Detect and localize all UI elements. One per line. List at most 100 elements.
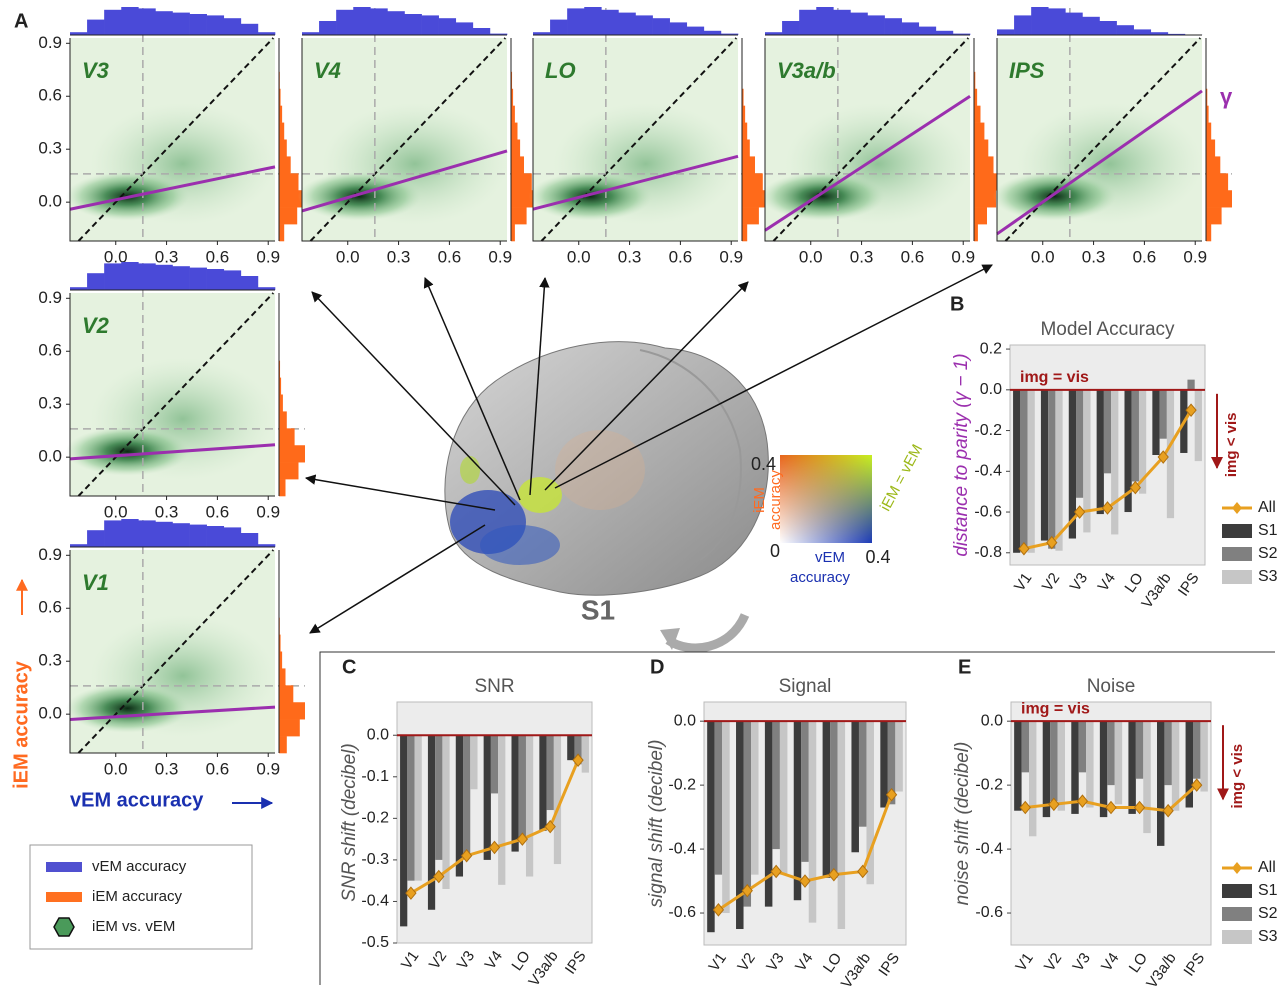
- legend-swatch: [46, 862, 82, 872]
- x-histogram-bar: [240, 533, 259, 547]
- x-histogram-bar: [455, 22, 474, 35]
- x-tick-label: 0.3: [155, 502, 179, 521]
- bar: [1048, 389, 1056, 549]
- bar: [470, 735, 478, 790]
- bar: [822, 721, 831, 878]
- legend-swatch: [46, 892, 82, 902]
- y-tick-label: 0.3: [38, 139, 62, 158]
- legend-swatch: [1232, 862, 1242, 874]
- x-tick-label: 0.6: [206, 247, 230, 266]
- y-histogram-bar: [742, 139, 750, 157]
- bar: [1057, 721, 1065, 811]
- slope-label: γ: [1220, 84, 1233, 109]
- y-tick-label: -0.3: [361, 851, 389, 868]
- y-histogram-bar: [279, 360, 281, 378]
- direction-label: img < vis: [1223, 413, 1240, 478]
- x-tick-label: V2: [1039, 570, 1063, 595]
- x-tick-label: V3a/b: [1143, 950, 1179, 991]
- x-histogram-bar: [833, 9, 851, 36]
- key-label: iEM = vEM: [877, 442, 926, 514]
- y-histogram-bar: [279, 207, 298, 225]
- y-tick-label: 0.0: [38, 704, 62, 723]
- mean-marker: [460, 848, 473, 863]
- axis-frame: [69, 550, 275, 754]
- bar: [858, 721, 867, 827]
- x-tick-label: 0.3: [850, 247, 874, 266]
- x-tick-label: V3a/b: [1138, 570, 1174, 612]
- y-histogram-bar: [279, 719, 300, 737]
- x-histogram-bar: [387, 11, 405, 35]
- y-tick-label: -0.2: [361, 810, 389, 827]
- x-tick-label: 0.9: [256, 247, 280, 266]
- key-label: vEM: [815, 549, 845, 566]
- x-tick-label: 0.0: [104, 502, 128, 521]
- x-tick-label: 0.3: [387, 247, 411, 266]
- mean-marker: [1046, 535, 1058, 550]
- y-histogram-bar: [279, 224, 285, 242]
- bar: [581, 735, 589, 773]
- mean-marker: [405, 886, 417, 900]
- x-tick-label: 0.0: [1031, 247, 1055, 266]
- x-tick-label: 0.9: [719, 247, 743, 266]
- x-histogram-bar: [104, 263, 122, 290]
- axis-frame: [301, 38, 507, 242]
- subject-label: S1: [581, 594, 615, 625]
- chart-title: SNR: [474, 676, 514, 697]
- x-histogram-bar: [353, 7, 371, 35]
- x-histogram-bar: [669, 22, 688, 35]
- axis-frame: [532, 38, 738, 242]
- x-histogram-bar: [533, 32, 551, 35]
- x-histogram-bar: [138, 520, 156, 547]
- key-label: accuracy: [790, 569, 851, 586]
- y-histogram-bar: [742, 173, 763, 191]
- y-tick-label: -0.6: [975, 904, 1003, 921]
- bar: [764, 721, 773, 907]
- x-histogram-bar: [121, 262, 139, 290]
- y-histogram-bar: [279, 377, 282, 395]
- x-histogram-bar: [489, 33, 508, 35]
- y-histogram-bar: [279, 736, 287, 754]
- y-tick-label: -0.6: [974, 503, 1002, 520]
- y-histogram-bar: [511, 71, 513, 90]
- y-tick-label: 0.3: [38, 394, 62, 413]
- x-histogram-bar: [189, 524, 207, 547]
- mean-marker: [885, 787, 898, 802]
- x-tick-label: 0.9: [488, 247, 512, 266]
- x-histogram-bar: [997, 29, 1015, 35]
- y-histogram-bar: [279, 122, 285, 140]
- panel-label: E: [958, 656, 971, 678]
- direction-label: img < vis: [1229, 744, 1246, 809]
- chart-title: Signal: [779, 676, 832, 697]
- x-tick-label: V3a/b: [838, 950, 874, 991]
- y-histogram-bar: [1206, 105, 1209, 123]
- y-tick-label: 0.6: [38, 86, 62, 105]
- y-histogram-bar: [974, 71, 976, 90]
- x-histogram-bar: [652, 18, 670, 35]
- parity-line: [772, 37, 970, 242]
- mean-marker: [1019, 800, 1031, 815]
- mean-marker: [488, 840, 501, 855]
- mean-marker: [1133, 800, 1146, 815]
- bar: [427, 735, 436, 910]
- axis-frame: [996, 38, 1202, 242]
- panel-label: D: [650, 656, 664, 678]
- x-histogram-bar: [336, 9, 354, 36]
- x-histogram-bar: [121, 519, 139, 547]
- x-tick-label: V4: [1098, 950, 1122, 975]
- bar: [400, 735, 408, 927]
- y-histogram-bar: [1206, 207, 1222, 225]
- x-histogram-bar: [438, 18, 457, 35]
- y-histogram-bar: [1206, 139, 1216, 157]
- bar: [851, 721, 859, 853]
- bar: [1131, 389, 1139, 482]
- y-tick-label: 0.9: [38, 33, 62, 52]
- bar: [1096, 389, 1104, 515]
- legend-label: S1: [1258, 882, 1278, 899]
- x-histogram-bar: [1014, 15, 1032, 35]
- x-axis-label: vEM accuracy: [70, 789, 204, 811]
- x-histogram-bar: [618, 12, 636, 36]
- key-label: 0.4: [865, 547, 890, 567]
- y-histogram-bar: [974, 156, 994, 174]
- x-histogram-bar: [884, 18, 902, 35]
- x-histogram-bar: [138, 8, 156, 35]
